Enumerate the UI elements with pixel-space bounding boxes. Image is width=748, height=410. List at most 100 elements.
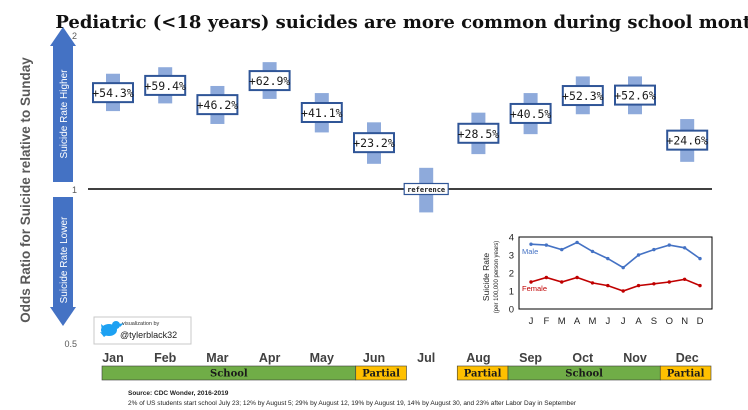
month-labels: Jan Feb Mar Apr May Jun Jul Aug Sep Oct Nov Dec xyxy=(102,351,698,365)
inset-x-tick-2: M xyxy=(558,316,566,327)
inset-point-female-2 xyxy=(560,280,564,284)
label-box-oct xyxy=(561,85,604,107)
month-label-nov: Nov xyxy=(623,351,647,365)
data-label-feb: +59.4% xyxy=(144,79,186,93)
inset-point-male-7 xyxy=(636,253,641,257)
school-segment-1 xyxy=(355,365,407,381)
data-label-sep: +40.5% xyxy=(510,107,552,121)
label-box-jan xyxy=(92,82,134,104)
data-label-jul: reference xyxy=(407,186,445,194)
label-box-jun xyxy=(353,132,395,154)
inset-point-female-7 xyxy=(636,283,641,288)
data-label-aug: +28.5% xyxy=(458,127,500,141)
inset-x-tick-3: A xyxy=(574,316,581,327)
label-box-jul xyxy=(403,182,449,196)
inset-point-female-1 xyxy=(544,275,549,280)
school-segment-label-3: School xyxy=(565,369,603,380)
label-box-apr xyxy=(248,70,291,92)
data-label-dec: +24.6% xyxy=(666,134,708,148)
inset-x-tick-11: D xyxy=(697,316,704,327)
y-tick-2: 2 xyxy=(72,31,77,41)
school-segment-4 xyxy=(659,365,712,381)
month-label-apr: Apr xyxy=(259,351,281,365)
arrow-up-label: Suicide Rate Higher xyxy=(59,69,70,159)
month-label-jun: Jun xyxy=(363,351,385,365)
label-layer: +54.3% +59.4% +46.2% +62.9% +41.1% +23.2% refe… xyxy=(92,70,709,196)
inset-x-tick-6: J xyxy=(621,316,626,327)
label-box-sep xyxy=(509,102,552,124)
label-box-aug xyxy=(457,122,500,144)
y-tick-1: 1 xyxy=(72,185,77,195)
label-box-may xyxy=(300,102,343,124)
month-label-oct: Oct xyxy=(572,351,594,365)
inset-point-male-1 xyxy=(544,243,549,247)
inset-x-tick-0: J xyxy=(529,316,534,327)
data-label-may: +41.1% xyxy=(301,106,343,120)
arrow-down-label: Suicide Rate Lower xyxy=(59,216,70,303)
inset-y-tick-1: 3 xyxy=(509,251,514,262)
month-label-dec: Dec xyxy=(676,351,699,365)
month-label-may: May xyxy=(310,351,334,365)
twitter-bird-icon xyxy=(100,321,124,337)
month-label-jul: Jul xyxy=(417,351,435,365)
school-calendar-bar: School Partial Partial School Partial xyxy=(101,365,712,381)
inset-point-female-0 xyxy=(529,280,533,284)
footer-source: Source: CDC Wonder, 2016-2019 xyxy=(128,390,229,397)
data-label-apr: +62.9% xyxy=(249,74,291,88)
inset-point-male-11 xyxy=(698,256,702,261)
month-label-feb: Feb xyxy=(154,351,177,365)
inset-point-female-4 xyxy=(590,281,595,285)
arrow-down: Suicide Rate Lower xyxy=(50,197,76,326)
label-box-dec xyxy=(666,129,709,151)
credit-line1: visualization by xyxy=(122,321,160,327)
inset-point-male-0 xyxy=(529,242,533,246)
credit-handle: @tylerblack32 xyxy=(120,330,177,340)
arrow-up: Suicide Rate Higher xyxy=(50,27,76,182)
inset-point-female-9 xyxy=(667,280,671,284)
inset-point-male-3 xyxy=(575,240,579,245)
inset-point-male-6 xyxy=(621,265,625,270)
inset-point-female-8 xyxy=(652,282,656,286)
y-axis-label: Odds Ratio for Suicide relative to Sunda… xyxy=(18,57,33,323)
data-label-oct: +52.3% xyxy=(562,89,604,103)
school-segment-label-4: Partial xyxy=(667,369,705,380)
data-label-jun: +23.2% xyxy=(353,136,395,150)
inset-point-female-11 xyxy=(698,283,702,288)
inset-x-tick-4: M xyxy=(588,316,596,327)
data-label-jan: +54.3% xyxy=(92,86,134,100)
credit-box: visualization by @tylerblack32 xyxy=(93,316,192,345)
inset-point-female-10 xyxy=(682,277,687,281)
inset-x-tick-10: N xyxy=(681,316,688,327)
inset-point-female-6 xyxy=(621,289,625,293)
school-segment-label-2: Partial xyxy=(464,369,502,380)
inset-plot-frame xyxy=(518,236,713,310)
month-label-sep: Sep xyxy=(519,351,542,365)
inset-y-ticks: 4 3 2 1 0 xyxy=(509,233,514,316)
inset-x-tick-5: J xyxy=(605,316,610,327)
inset-point-female-3 xyxy=(575,275,579,280)
inset-series-label-female: Female xyxy=(522,284,547,293)
school-segment-label-1: Partial xyxy=(362,369,400,380)
inset-series: Male Female xyxy=(522,240,702,293)
inset-y-tick-0: 4 xyxy=(509,233,514,244)
inset-line-male xyxy=(530,241,701,269)
data-label-mar: +46.2% xyxy=(197,98,239,112)
month-label-aug: Aug xyxy=(466,351,490,365)
inset-point-male-4 xyxy=(590,249,595,254)
footer-note: 2% of US students start school July 23; … xyxy=(128,400,577,407)
inset-point-male-2 xyxy=(560,247,564,252)
y-tick-0-5: 0.5 xyxy=(64,339,77,349)
inset-ylabel-sub: (per 100,000 person years) xyxy=(494,241,500,313)
inset-x-tick-7: A xyxy=(635,316,642,327)
inset-background xyxy=(480,227,718,332)
inset-y-tick-4: 0 xyxy=(509,305,514,316)
inset-ylabel: Suicide Rate xyxy=(481,253,491,301)
label-box-mar xyxy=(196,94,239,116)
data-label-nov: +52.6% xyxy=(614,89,656,103)
inset-line-female xyxy=(530,276,701,292)
school-segment-label-0: School xyxy=(210,369,248,380)
chart-title: Pediatric (<18 years) suicides are more … xyxy=(55,12,748,33)
